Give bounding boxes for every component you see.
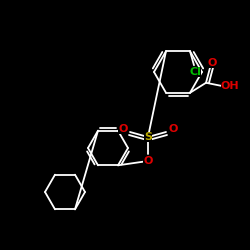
Text: S: S (144, 132, 152, 142)
Text: OH: OH (221, 81, 239, 91)
Text: Cl: Cl (189, 67, 201, 77)
Text: O: O (207, 58, 217, 68)
Text: O: O (168, 124, 178, 134)
Text: O: O (118, 124, 128, 134)
Text: O: O (143, 156, 153, 166)
